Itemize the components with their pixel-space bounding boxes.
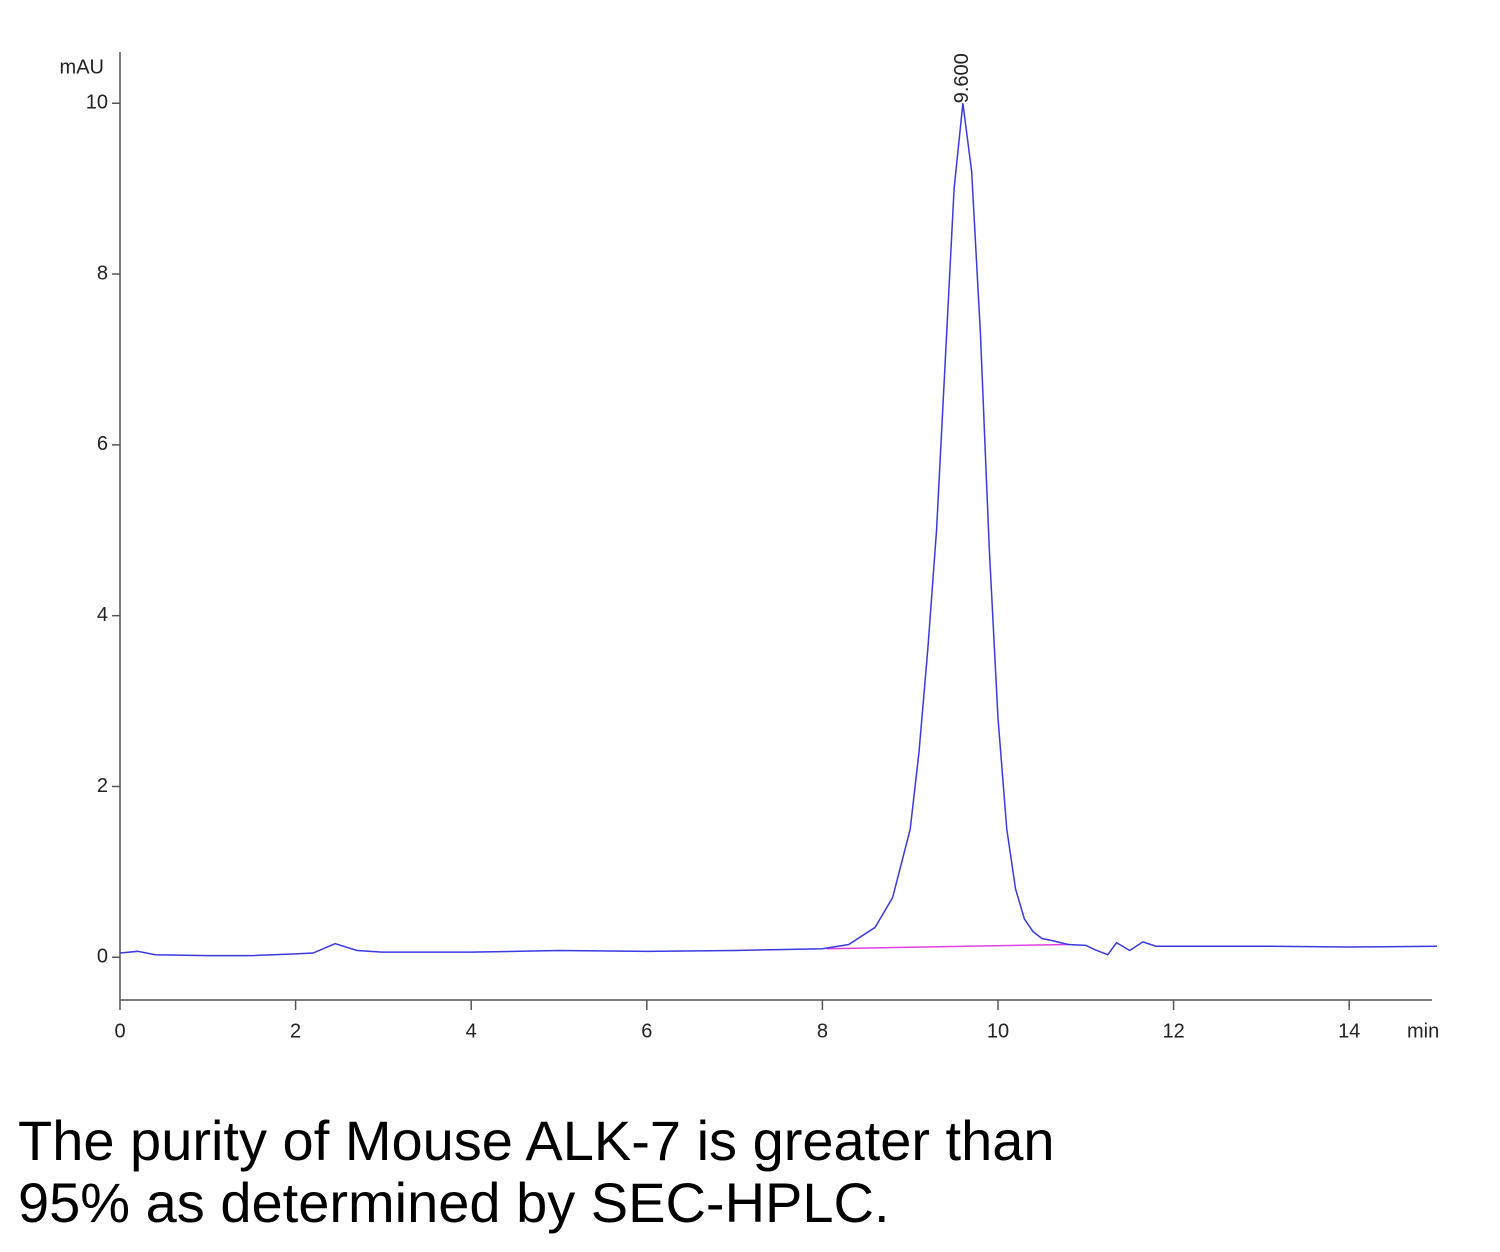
caption-line: 95% as determined by SEC-HPLC. [18,1171,890,1234]
x-tick-label: 2 [290,1020,301,1042]
signal-line [119,103,1438,957]
y-axis-label: mAU [60,56,104,78]
y-tick-label: 4 [97,604,108,626]
caption-line: The purity of Mouse ALK-7 is greater tha… [18,1109,1055,1172]
x-tick-label: 4 [466,1020,477,1042]
x-tick-label: 0 [114,1020,125,1042]
peak-label: 9.600 [951,53,973,103]
baseline [826,943,1069,950]
y-tick-label: 0 [97,946,108,968]
x-tick-label: 10 [987,1020,1009,1042]
x-tick-label: 8 [817,1020,828,1042]
y-tick-label: 2 [97,775,108,797]
y-tick-label: 10 [86,92,108,114]
y-tick-label: 6 [97,433,108,455]
x-tick-label: 6 [641,1020,652,1042]
x-tick-label: 12 [1162,1020,1184,1042]
y-tick-label: 8 [97,262,108,284]
x-axis-label: min [1407,1020,1439,1042]
x-tick-label: 14 [1338,1020,1360,1042]
